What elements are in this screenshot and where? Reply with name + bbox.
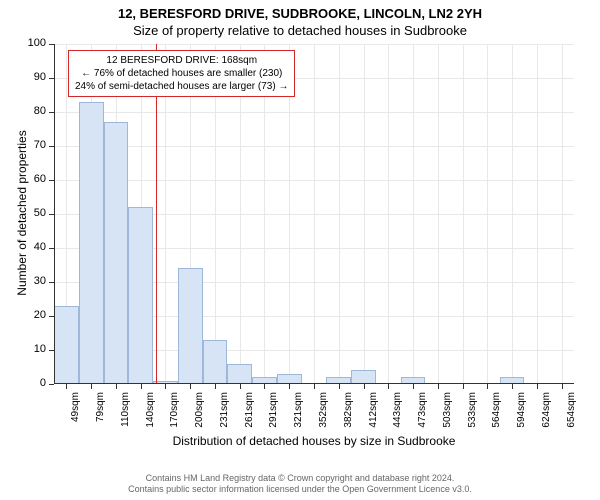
x-tick-label: 352sqm bbox=[318, 392, 329, 436]
x-tick-mark bbox=[463, 384, 464, 389]
x-tick-mark bbox=[537, 384, 538, 389]
x-tick-label: 473sqm bbox=[417, 392, 428, 436]
x-tick-label: 594sqm bbox=[516, 392, 527, 436]
y-tick-label: 100 bbox=[20, 37, 46, 49]
x-tick-mark bbox=[562, 384, 563, 389]
x-tick-label: 443sqm bbox=[392, 392, 403, 436]
x-tick-mark bbox=[240, 384, 241, 389]
x-tick-mark bbox=[141, 384, 142, 389]
x-tick-mark bbox=[116, 384, 117, 389]
x-tick-label: 79sqm bbox=[95, 392, 106, 436]
x-tick-mark bbox=[91, 384, 92, 389]
x-tick-label: 503sqm bbox=[442, 392, 453, 436]
x-tick-label: 49sqm bbox=[70, 392, 81, 436]
x-tick-label: 200sqm bbox=[194, 392, 205, 436]
chart-title-main: 12, BERESFORD DRIVE, SUDBROOKE, LINCOLN,… bbox=[0, 0, 600, 21]
x-tick-label: 624sqm bbox=[541, 392, 552, 436]
x-tick-label: 412sqm bbox=[368, 392, 379, 436]
x-tick-label: 291sqm bbox=[268, 392, 279, 436]
x-tick-label: 321sqm bbox=[293, 392, 304, 436]
x-tick-mark bbox=[413, 384, 414, 389]
footer-line1: Contains HM Land Registry data © Crown c… bbox=[0, 473, 600, 485]
plot-area bbox=[54, 44, 574, 384]
x-tick-label: 564sqm bbox=[491, 392, 502, 436]
x-tick-label: 654sqm bbox=[566, 392, 577, 436]
y-tick-label: 80 bbox=[20, 105, 46, 117]
x-tick-mark bbox=[66, 384, 67, 389]
x-tick-mark bbox=[487, 384, 488, 389]
y-tick-label: 60 bbox=[20, 173, 46, 185]
x-tick-mark bbox=[289, 384, 290, 389]
x-tick-label: 140sqm bbox=[145, 392, 156, 436]
x-tick-mark bbox=[512, 384, 513, 389]
y-tick-label: 50 bbox=[20, 207, 46, 219]
x-tick-mark bbox=[438, 384, 439, 389]
chart-title-sub: Size of property relative to detached ho… bbox=[0, 21, 600, 38]
y-tick-mark bbox=[49, 384, 54, 385]
x-tick-mark bbox=[165, 384, 166, 389]
x-tick-label: 533sqm bbox=[467, 392, 478, 436]
x-tick-label: 231sqm bbox=[219, 392, 230, 436]
x-tick-mark bbox=[190, 384, 191, 389]
attribution-footer: Contains HM Land Registry data © Crown c… bbox=[0, 473, 600, 496]
y-tick-label: 20 bbox=[20, 309, 46, 321]
x-tick-mark bbox=[364, 384, 365, 389]
x-tick-label: 261sqm bbox=[244, 392, 255, 436]
y-tick-label: 40 bbox=[20, 241, 46, 253]
x-axis-label: Distribution of detached houses by size … bbox=[54, 434, 574, 448]
y-tick-label: 90 bbox=[20, 71, 46, 83]
x-tick-mark bbox=[215, 384, 216, 389]
chart-container: 12, BERESFORD DRIVE, SUDBROOKE, LINCOLN,… bbox=[0, 0, 600, 500]
y-tick-label: 10 bbox=[20, 343, 46, 355]
x-tick-mark bbox=[339, 384, 340, 389]
x-tick-label: 382sqm bbox=[343, 392, 354, 436]
x-tick-label: 110sqm bbox=[120, 392, 131, 436]
y-tick-label: 70 bbox=[20, 139, 46, 151]
y-tick-label: 0 bbox=[20, 377, 46, 389]
x-tick-label: 170sqm bbox=[169, 392, 180, 436]
x-tick-mark bbox=[264, 384, 265, 389]
footer-line2: Contains public sector information licen… bbox=[0, 484, 600, 496]
y-tick-label: 30 bbox=[20, 275, 46, 287]
x-tick-mark bbox=[388, 384, 389, 389]
x-tick-mark bbox=[314, 384, 315, 389]
